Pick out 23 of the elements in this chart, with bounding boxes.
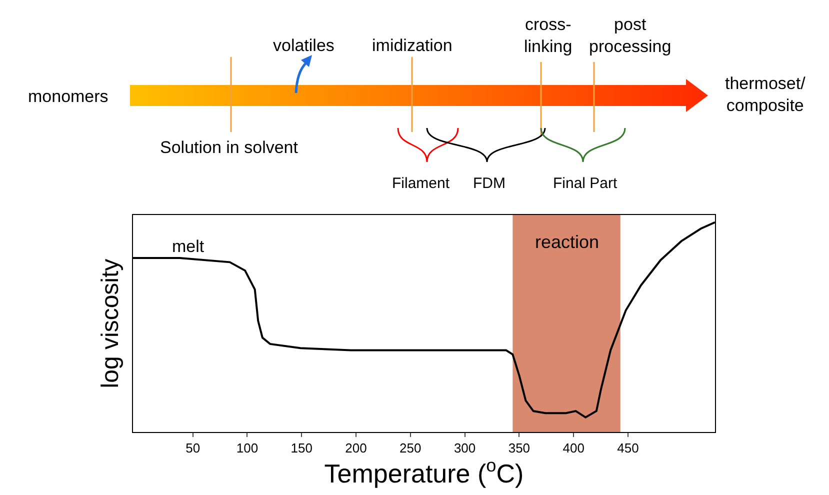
x-tick-label: 450 (617, 440, 639, 456)
y-axis-title: log viscosity (97, 258, 124, 388)
text: cross- linking (524, 15, 572, 56)
text: Filament (392, 175, 450, 192)
band-label: reaction (535, 232, 600, 252)
text: volatiles (273, 36, 334, 55)
text: monomers (28, 87, 108, 106)
x-tick-label: 400 (562, 440, 584, 456)
x-tick-label: 50 (186, 440, 200, 456)
x-tick-label: 350 (508, 440, 530, 456)
x-axis-title: Temperature ($^{o}$C) (324, 456, 524, 489)
x-tick-label: 150 (290, 440, 312, 456)
text: imidization (372, 36, 452, 55)
text: thermoset/ composite (725, 74, 806, 116)
x-tick-label: 300 (454, 440, 476, 456)
annotation: melt (172, 237, 204, 256)
text: FDM (473, 175, 506, 192)
x-tick-label: 200 (345, 440, 367, 456)
text: Final Part (553, 175, 618, 192)
x-tick-label: 250 (400, 440, 422, 456)
text: Solution in solvent (160, 138, 298, 157)
text: post processing (589, 15, 672, 56)
x-tick-label: 100 (236, 440, 258, 456)
